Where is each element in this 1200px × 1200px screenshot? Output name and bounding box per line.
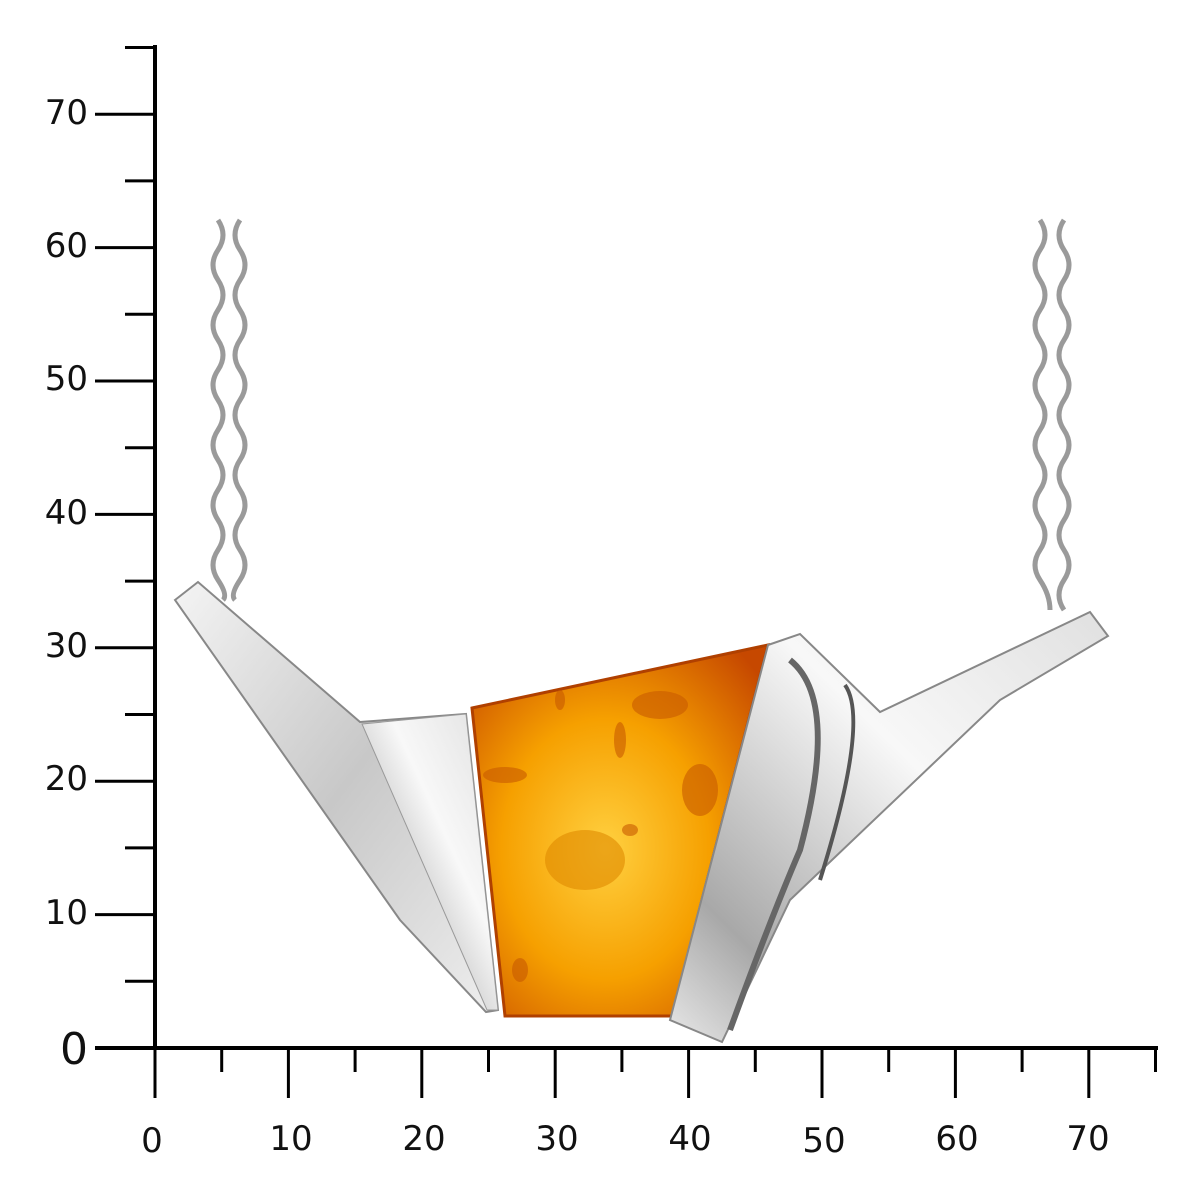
y-tick-label: 50 <box>45 359 88 399</box>
x-tick-label: 50 <box>802 1121 845 1161</box>
right-wing <box>668 610 1110 1044</box>
x-tick-label: 10 <box>269 1119 312 1159</box>
right-ridge <box>727 657 821 1032</box>
right-ridge-2 <box>818 683 856 881</box>
left-chain <box>210 218 248 602</box>
y-tick-label: 20 <box>45 759 88 799</box>
pendant-necklace <box>173 218 1110 1044</box>
y-tick-label: 10 <box>45 893 88 933</box>
y-tick-label: 70 <box>45 93 88 133</box>
x-tick-label: 0 <box>141 1121 163 1161</box>
y-tick-label: 40 <box>45 493 88 533</box>
x-tick-label: 70 <box>1066 1119 1109 1159</box>
x-tick-label: 20 <box>402 1119 445 1159</box>
x-tick-label: 30 <box>535 1119 578 1159</box>
measurement-axes <box>95 45 1158 1050</box>
y-tick-label: 60 <box>45 226 88 266</box>
amber-inclusions <box>483 690 718 982</box>
right-chain <box>1032 218 1072 612</box>
x-tick-label: 40 <box>668 1119 711 1159</box>
left-panel <box>361 713 499 1011</box>
y-tick-label: 30 <box>45 626 88 666</box>
y-tick-label: 0 <box>60 1024 88 1075</box>
x-tick-label: 60 <box>935 1119 978 1159</box>
